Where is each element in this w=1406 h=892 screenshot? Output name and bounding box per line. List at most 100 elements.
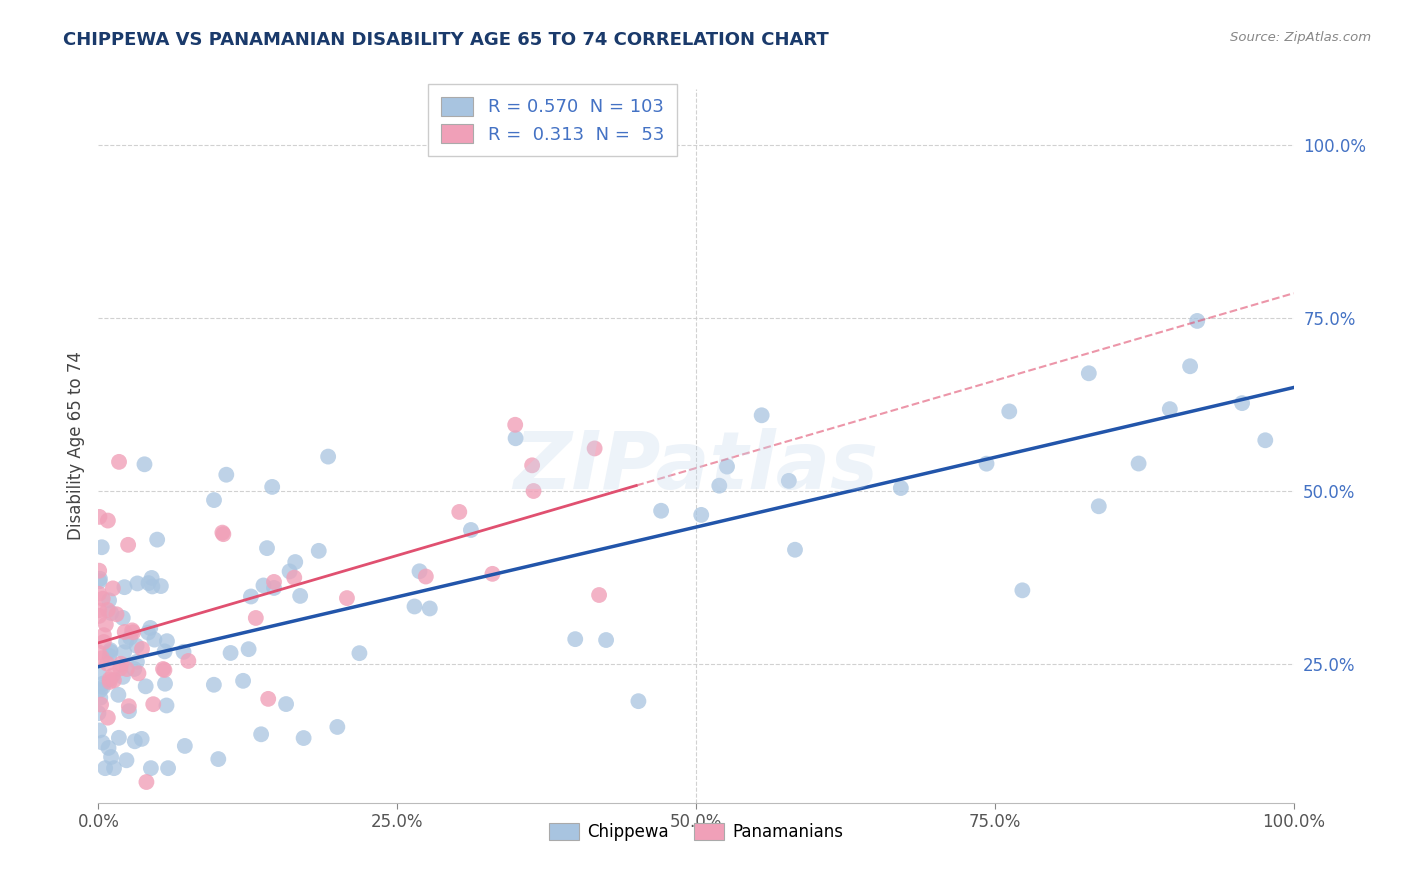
Chippewa xyxy=(100,606,122,620)
Panamanians xyxy=(245,611,267,625)
Panamanians xyxy=(101,582,124,596)
Chippewa xyxy=(97,740,120,755)
Chippewa xyxy=(783,542,806,557)
Chippewa xyxy=(115,753,138,767)
Chippewa xyxy=(146,533,169,547)
Chippewa xyxy=(107,688,129,702)
Chippewa xyxy=(292,731,315,745)
Chippewa xyxy=(564,632,586,647)
Chippewa xyxy=(263,581,285,595)
Panamanians xyxy=(152,662,174,676)
Chippewa xyxy=(256,541,278,555)
Panamanians xyxy=(520,458,543,473)
Chippewa xyxy=(284,555,307,569)
Chippewa xyxy=(139,761,162,775)
Chippewa xyxy=(274,697,297,711)
Chippewa xyxy=(1178,359,1201,374)
Panamanians xyxy=(105,607,128,622)
Panamanians xyxy=(91,591,114,606)
Chippewa xyxy=(94,761,117,775)
Panamanians xyxy=(503,417,526,432)
Chippewa xyxy=(90,540,112,554)
Chippewa xyxy=(89,574,111,589)
Chippewa xyxy=(103,761,125,775)
Panamanians xyxy=(257,691,280,706)
Chippewa xyxy=(232,673,254,688)
Chippewa xyxy=(100,750,122,764)
Panamanians xyxy=(127,666,149,681)
Panamanians xyxy=(108,661,131,675)
Chippewa xyxy=(1087,500,1109,514)
Chippewa xyxy=(143,632,166,647)
Chippewa xyxy=(207,752,229,766)
Chippewa xyxy=(89,683,111,698)
Chippewa xyxy=(89,690,111,705)
Panamanians xyxy=(122,625,145,640)
Panamanians xyxy=(90,698,112,712)
Panamanians xyxy=(583,442,606,456)
Chippewa xyxy=(1254,434,1277,448)
Legend: Chippewa, Panamanians: Chippewa, Panamanians xyxy=(543,816,849,848)
Chippewa xyxy=(250,727,273,741)
Chippewa xyxy=(157,761,180,775)
Chippewa xyxy=(125,655,148,669)
Chippewa xyxy=(627,694,650,708)
Panamanians xyxy=(87,587,110,601)
Chippewa xyxy=(219,646,242,660)
Chippewa xyxy=(690,508,713,522)
Chippewa xyxy=(89,723,111,738)
Panamanians xyxy=(89,603,111,617)
Chippewa xyxy=(349,646,371,660)
Panamanians xyxy=(96,657,118,671)
Panamanians xyxy=(91,651,114,665)
Panamanians xyxy=(93,635,115,649)
Panamanians xyxy=(118,699,141,714)
Chippewa xyxy=(112,645,135,659)
Chippewa xyxy=(134,458,156,472)
Panamanians xyxy=(115,662,138,676)
Chippewa xyxy=(202,493,225,508)
Panamanians xyxy=(87,608,110,623)
Panamanians xyxy=(481,566,503,581)
Chippewa xyxy=(308,544,330,558)
Chippewa xyxy=(650,504,672,518)
Chippewa xyxy=(111,611,134,625)
Panamanians xyxy=(98,674,121,689)
Chippewa xyxy=(505,431,527,445)
Chippewa xyxy=(1159,402,1181,417)
Chippewa xyxy=(173,739,195,753)
Chippewa xyxy=(1230,396,1253,410)
Chippewa xyxy=(91,735,114,749)
Chippewa xyxy=(122,662,145,676)
Chippewa xyxy=(87,706,110,721)
Chippewa xyxy=(202,678,225,692)
Panamanians xyxy=(97,711,120,725)
Chippewa xyxy=(91,676,114,690)
Chippewa xyxy=(153,676,176,690)
Panamanians xyxy=(110,657,132,671)
Chippewa xyxy=(998,404,1021,418)
Chippewa xyxy=(120,631,142,645)
Chippewa xyxy=(87,665,110,679)
Panamanians xyxy=(449,505,471,519)
Chippewa xyxy=(131,731,153,746)
Chippewa xyxy=(155,698,177,713)
Chippewa xyxy=(91,680,114,694)
Chippewa xyxy=(153,644,176,658)
Panamanians xyxy=(522,483,544,498)
Chippewa xyxy=(215,467,238,482)
Chippewa xyxy=(751,409,773,423)
Chippewa xyxy=(252,578,274,592)
Panamanians xyxy=(588,588,610,602)
Chippewa xyxy=(108,731,131,745)
Chippewa xyxy=(141,579,163,593)
Chippewa xyxy=(419,601,441,615)
Chippewa xyxy=(98,643,121,657)
Chippewa xyxy=(460,523,482,537)
Chippewa xyxy=(141,571,163,585)
Chippewa xyxy=(288,589,311,603)
Chippewa xyxy=(262,480,284,494)
Panamanians xyxy=(153,663,176,677)
Chippewa xyxy=(238,642,260,657)
Panamanians xyxy=(211,525,233,540)
